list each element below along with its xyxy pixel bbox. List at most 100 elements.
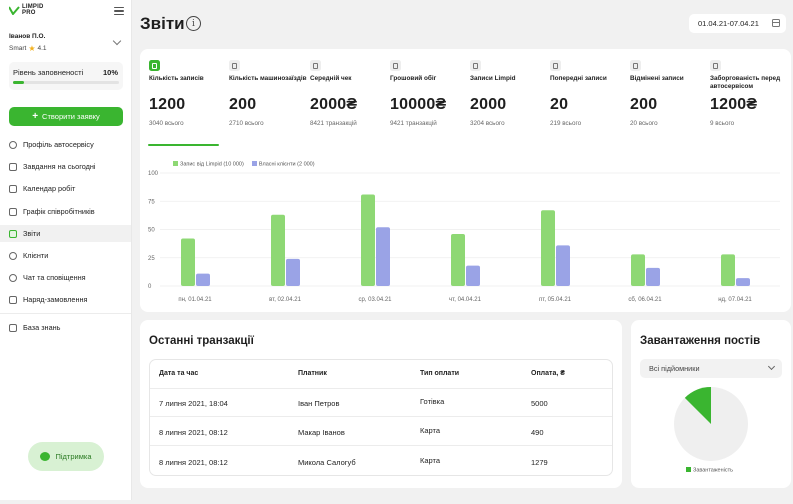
document-icon	[149, 60, 160, 71]
date-range-picker[interactable]: 01.04.21-07.04.21	[689, 14, 786, 33]
stat-tab-car-visits[interactable]: Кількість машинозаїздів 200 2710 всього	[229, 60, 307, 127]
transactions-panel: Останні транзакції Дата та час Платник Т…	[140, 320, 622, 488]
sidebar-divider	[0, 313, 131, 314]
sidebar: LIMPID PRO Іванов П.О. Smart ★ 4.1 Рівен…	[0, 0, 132, 500]
post-load-title: Завантаження постів	[640, 335, 761, 347]
sidebar-item-schedule[interactable]: Графік співробітників	[0, 203, 131, 220]
fill-progress-track	[13, 81, 119, 84]
chat-bubble-icon	[40, 452, 51, 461]
y-tick-label: 75	[148, 199, 155, 205]
stat-label: Попередні записи	[550, 75, 607, 82]
stat-value: 1200₴	[710, 96, 758, 113]
schedule-icon	[9, 207, 17, 216]
cell-payment-type: Карта	[420, 426, 441, 435]
chat-icon	[9, 273, 17, 282]
plan-name: Smart	[9, 45, 27, 52]
stat-sub: 219 всього	[550, 120, 582, 127]
stats-panel: Кількість записів 1200 3040 всього Кільк…	[140, 49, 791, 312]
bar-own-clients	[286, 258, 300, 286]
sidebar-item-label: Клієнти	[23, 251, 49, 260]
stat-tab-debt[interactable]: Заборгованість перед автосервісом 1200₴ …	[710, 60, 788, 127]
legend-swatch	[251, 161, 257, 166]
create-request-button[interactable]: + Створити заявку	[9, 107, 123, 126]
bar-limpid	[361, 194, 375, 286]
stat-tab-turnover[interactable]: Грошовий обіг 10000₴ 9421 транзакцій	[390, 60, 468, 127]
bar-limpid	[271, 214, 285, 286]
sidebar-item-knowledge[interactable]: База знань	[0, 319, 131, 336]
stat-label: Грошовий обіг	[390, 75, 437, 82]
stat-tab-limpid-records[interactable]: Записи Limpid 2000 3204 всього	[470, 60, 548, 127]
cancel-doc-icon	[630, 60, 641, 71]
stat-tab-previous[interactable]: Попередні записи 20 219 всього	[550, 60, 628, 127]
row-divider	[150, 445, 612, 446]
sidebar-item-orders[interactable]: Наряд-замовлення	[0, 291, 131, 308]
stat-tab-avg-check[interactable]: Середній чек 2000₴ 8421 транзакцій	[310, 60, 388, 127]
post-load-panel: Завантаження постів Всі підйомники Заван…	[631, 320, 791, 488]
cell-amount: 5000	[531, 399, 548, 408]
support-label: Підтримка	[55, 452, 92, 461]
fill-label: Рівень заповненості	[13, 68, 84, 77]
y-tick-label: 25	[148, 256, 155, 262]
calendar-icon	[772, 19, 780, 27]
user-plan: Smart ★ 4.1	[9, 44, 47, 53]
sidebar-item-calendar[interactable]: Календар робіт	[0, 180, 131, 197]
fill-progress-bar	[13, 81, 24, 84]
logo-line1: LIMPID	[22, 4, 44, 10]
chevron-down-icon	[767, 362, 776, 371]
legend-label: Запис від Limpid (10 000)	[180, 161, 244, 168]
x-tick-label: пн, 01.04.21	[178, 297, 212, 303]
legend-item: Запис від Limpid (10 000)	[173, 161, 244, 168]
stat-label: Записи Limpid	[470, 75, 516, 82]
date-range-value: 01.04.21-07.04.21	[698, 19, 759, 28]
fill-level-card: Рівень заповненості 10%	[9, 62, 123, 90]
rating-value: 4.1	[37, 45, 47, 52]
stat-tab-cancelled[interactable]: Відмінені записи 200 20 всього	[630, 60, 708, 127]
stat-tab-records[interactable]: Кількість записів 1200 3040 всього	[149, 60, 227, 127]
transactions-title: Останні транзакції	[149, 335, 254, 347]
lift-filter-select[interactable]: Всі підйомники	[640, 359, 782, 378]
bar-chart: 0 25 50 75 100 пн, 01.04.21 вт, 02.04.21 ср, 03…	[148, 171, 780, 303]
x-tick-label: чт, 04.04.21	[449, 297, 482, 303]
sidebar-item-clients[interactable]: Клієнти	[0, 247, 131, 264]
lift-filter-value: Всі підйомники	[649, 364, 700, 373]
cell-payment-type: Карта	[420, 456, 441, 465]
chart-legend: Запис від Limpid (10 000) Власні клієнти…	[173, 161, 315, 168]
menu-toggle-icon[interactable]	[114, 7, 124, 17]
cell-payer: Іван Петров	[298, 399, 340, 408]
x-tick-label: сб, 06.04.21	[628, 297, 662, 303]
order-icon	[9, 295, 17, 304]
gear-icon	[9, 140, 17, 149]
logo[interactable]: LIMPID PRO	[9, 4, 44, 16]
column-header: Дата та час	[159, 370, 199, 377]
calendar-icon	[9, 184, 17, 193]
stat-sub: 3040 всього	[149, 120, 184, 127]
cell-date: 7 липня 2021, 18:04	[159, 399, 228, 408]
support-button[interactable]: Підтримка	[28, 442, 104, 471]
bar-own-clients	[466, 265, 480, 286]
cell-payer: Макар Іванов	[298, 428, 345, 437]
fill-value: 10%	[102, 68, 118, 77]
stat-sub: 20 всього	[630, 120, 658, 127]
chevron-down-icon[interactable]	[112, 36, 122, 46]
cell-payer: Микола Салогуб	[298, 458, 356, 467]
reports-icon	[9, 229, 17, 238]
sidebar-item-chat[interactable]: Чат та сповіщення	[0, 269, 131, 286]
pie-legend: Завантаженість	[686, 467, 733, 474]
book-icon	[9, 323, 17, 332]
sidebar-item-tasks[interactable]: Завдання на сьогодні	[0, 158, 131, 175]
stat-value: 2000	[470, 96, 507, 113]
bar-own-clients	[196, 273, 210, 286]
pie-slice-load	[684, 387, 711, 424]
stat-sub: 8421 транзакцій	[310, 120, 357, 127]
x-tick-label: пт, 05.04.21	[539, 297, 572, 303]
receipt-icon	[310, 60, 321, 71]
sidebar-item-reports[interactable]: Звіти	[0, 225, 131, 242]
stat-label: Кількість машинозаїздів	[229, 75, 307, 82]
transactions-table: Дата та час Платник Тип оплати Оплата, ₴…	[149, 359, 613, 476]
pie-legend-label: Завантаженість	[693, 467, 733, 474]
x-tick-label: нд, 07.04.21	[718, 297, 752, 303]
sidebar-item-profile[interactable]: Профіль автосервісу	[0, 136, 131, 153]
bar-limpid	[631, 254, 645, 286]
info-icon[interactable]: i	[186, 16, 201, 31]
bar-limpid	[541, 210, 555, 286]
